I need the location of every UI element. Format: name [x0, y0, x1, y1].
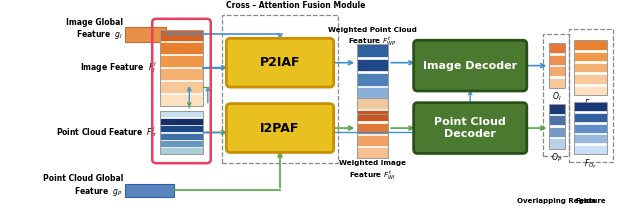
Bar	[569, 29, 612, 162]
FancyBboxPatch shape	[227, 38, 333, 87]
Bar	[357, 101, 388, 114]
Text: $O_I$: $O_I$	[552, 91, 562, 104]
Bar	[543, 34, 569, 156]
Bar	[160, 30, 203, 106]
Bar	[573, 134, 607, 143]
Bar	[573, 40, 607, 50]
Bar	[160, 110, 203, 117]
Text: Cross – Attention Fusion Module: Cross – Attention Fusion Module	[227, 1, 365, 10]
Bar	[549, 127, 565, 137]
Bar	[573, 102, 607, 154]
Bar	[160, 118, 203, 125]
FancyBboxPatch shape	[413, 103, 527, 154]
Bar	[357, 44, 388, 114]
Bar	[160, 110, 203, 154]
Bar	[357, 98, 388, 109]
Bar	[573, 113, 607, 122]
Bar	[160, 94, 203, 106]
Text: Weighted Image
Feature $F^t_{WI}$: Weighted Image Feature $F^t_{WI}$	[339, 160, 406, 181]
Bar	[160, 81, 203, 93]
Bar	[549, 115, 565, 125]
Text: Point Cloud Feature  $F^l_P$: Point Cloud Feature $F^l_P$	[56, 125, 156, 140]
Bar	[573, 40, 607, 95]
Text: Point Cloud Global
Feature  $g_P$: Point Cloud Global Feature $g_P$	[43, 174, 123, 198]
Bar	[357, 87, 388, 100]
Bar	[549, 104, 565, 148]
Bar	[357, 123, 388, 134]
Bar	[549, 66, 565, 76]
Text: I2PAF: I2PAF	[260, 122, 300, 135]
Text: Image Feature  $F^l_I$: Image Feature $F^l_I$	[79, 60, 156, 75]
Bar	[160, 125, 203, 132]
Bar	[549, 138, 565, 148]
Bar	[357, 44, 388, 57]
Bar	[160, 140, 203, 147]
FancyBboxPatch shape	[413, 40, 527, 91]
Bar	[160, 42, 203, 54]
Text: $O_P$: $O_P$	[552, 151, 563, 164]
Bar	[357, 59, 388, 71]
Bar	[549, 104, 565, 114]
Bar	[125, 184, 173, 197]
Text: Overlapping Region: Overlapping Region	[516, 198, 595, 204]
Text: Feature: Feature	[575, 198, 605, 204]
Bar	[573, 63, 607, 72]
Text: Image Global
Feature  $g_I$: Image Global Feature $g_I$	[66, 18, 123, 41]
Text: Image Decoder: Image Decoder	[423, 61, 517, 71]
Bar	[549, 55, 565, 65]
Bar	[125, 27, 166, 42]
Bar	[573, 52, 607, 61]
Bar	[160, 30, 203, 41]
Bar	[573, 145, 607, 154]
Bar	[549, 43, 565, 88]
FancyBboxPatch shape	[227, 104, 333, 152]
Bar	[549, 78, 565, 88]
Bar	[223, 15, 337, 163]
Bar	[357, 73, 388, 86]
Text: Point Cloud
Decoder: Point Cloud Decoder	[435, 117, 506, 139]
Bar	[357, 147, 388, 158]
Bar	[357, 98, 388, 158]
Bar	[160, 133, 203, 140]
Bar	[160, 147, 203, 154]
Bar	[573, 74, 607, 84]
Text: P2IAF: P2IAF	[260, 56, 300, 69]
Bar	[573, 123, 607, 133]
Text: Weighted Point Cloud
Feature $F^t_{WP}$: Weighted Point Cloud Feature $F^t_{WP}$	[328, 27, 417, 47]
Bar	[549, 43, 565, 53]
Bar	[160, 55, 203, 67]
Bar	[573, 85, 607, 95]
Text: $F_{O_I}$: $F_{O_I}$	[584, 98, 596, 111]
Bar	[357, 110, 388, 121]
Text: $F_{O_P}$: $F_{O_P}$	[584, 157, 596, 171]
Bar	[160, 68, 203, 80]
Bar	[573, 102, 607, 111]
Bar	[357, 135, 388, 146]
